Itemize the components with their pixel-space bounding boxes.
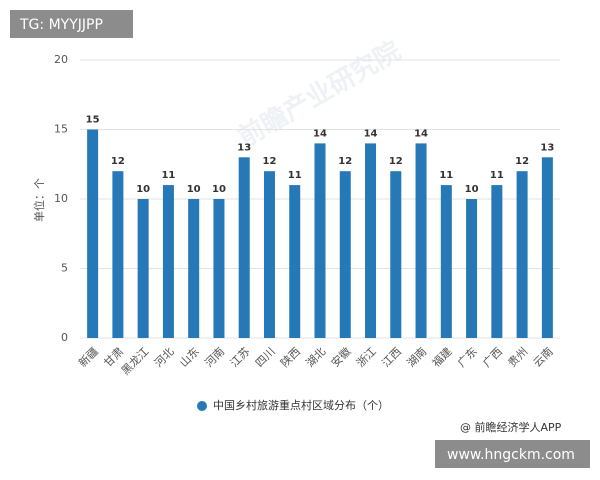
bar bbox=[137, 199, 149, 338]
value-label: 11 bbox=[161, 170, 175, 181]
value-label: 12 bbox=[338, 156, 352, 167]
value-label: 10 bbox=[212, 184, 226, 195]
value-label: 13 bbox=[237, 142, 251, 153]
site-box bbox=[435, 440, 590, 468]
value-label: 12 bbox=[263, 156, 277, 167]
bar bbox=[162, 185, 174, 338]
tag-text: TG: MYYJJPP bbox=[19, 17, 103, 33]
y-tick-label: 15 bbox=[54, 123, 68, 136]
bar bbox=[491, 185, 503, 338]
value-label: 14 bbox=[313, 128, 327, 139]
y-tick-label: 0 bbox=[61, 331, 68, 344]
bar bbox=[415, 143, 427, 338]
value-label: 12 bbox=[111, 156, 125, 167]
bar bbox=[440, 185, 452, 338]
y-tick-label: 20 bbox=[54, 53, 68, 66]
value-label: 11 bbox=[490, 170, 504, 181]
bar bbox=[516, 171, 528, 338]
value-label: 12 bbox=[389, 156, 403, 167]
bar bbox=[213, 199, 225, 338]
credit: @ 前瞻经济学人APP bbox=[460, 420, 562, 434]
value-label: 10 bbox=[187, 184, 201, 195]
bar bbox=[238, 157, 250, 338]
value-label: 10 bbox=[465, 184, 479, 195]
bar bbox=[314, 143, 326, 338]
bar bbox=[112, 171, 124, 338]
y-tick-label: 10 bbox=[54, 192, 68, 205]
value-label: 15 bbox=[86, 115, 100, 126]
legend-label: 中国乡村旅游重点村区域分布（个） bbox=[213, 398, 389, 412]
y-tick-label: 5 bbox=[61, 262, 68, 275]
value-label: 12 bbox=[515, 156, 529, 167]
y-axis-label: 单位：个 bbox=[32, 178, 46, 222]
bar bbox=[390, 171, 402, 338]
bar bbox=[87, 129, 99, 338]
bar bbox=[263, 171, 275, 338]
site-text: www.hngckm.com bbox=[447, 447, 575, 463]
bar bbox=[365, 143, 377, 338]
bar bbox=[541, 157, 553, 338]
tag-box bbox=[10, 10, 133, 38]
bar bbox=[466, 199, 478, 338]
legend-marker bbox=[197, 401, 207, 411]
value-label: 11 bbox=[288, 170, 302, 181]
value-label: 14 bbox=[364, 128, 378, 139]
value-label: 14 bbox=[414, 128, 428, 139]
value-label: 10 bbox=[136, 184, 150, 195]
bar bbox=[188, 199, 200, 338]
bar bbox=[289, 185, 301, 338]
value-label: 11 bbox=[439, 170, 453, 181]
value-label: 13 bbox=[540, 142, 554, 153]
bar bbox=[339, 171, 351, 338]
